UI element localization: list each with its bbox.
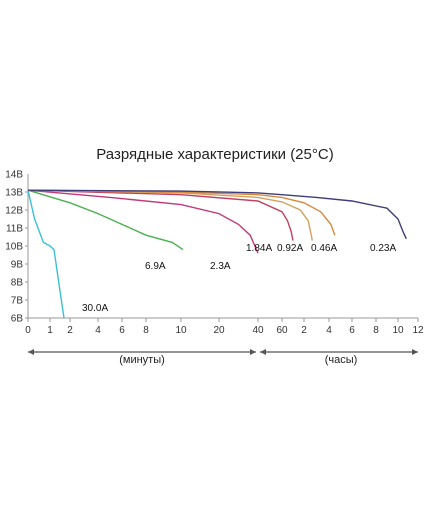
y-tick-label: 9В [11, 260, 24, 271]
y-tick-label: 12В [5, 206, 23, 217]
arrow-left [28, 349, 34, 355]
x-tick-label: 10 [175, 325, 187, 336]
y-tick-label: 6В [11, 314, 24, 325]
x-tick-label: 12 [412, 325, 424, 336]
series-line [27, 189, 294, 241]
x-tick-label: 60 [276, 325, 288, 336]
x-tick-label: 6 [349, 325, 355, 336]
series-label: 0.92А [277, 243, 303, 254]
y-tick-label: 13В [5, 188, 23, 199]
y-tick-label: 14В [5, 170, 23, 181]
y-tick-label: 8В [11, 278, 24, 289]
y-tick-label: 10В [5, 242, 23, 253]
x-tick-label: 6 [119, 325, 125, 336]
series-group [27, 189, 407, 319]
arrow-left [260, 349, 266, 355]
series-label: 6.9А [145, 261, 166, 272]
series-label: 2.3А [210, 261, 231, 272]
x-tick-label: 1 [47, 325, 53, 336]
x-tick-label: 10 [392, 325, 404, 336]
series-line [27, 189, 313, 241]
series-label: 1.84А [246, 243, 272, 254]
series-line [27, 189, 336, 236]
x-tick-label: 2 [301, 325, 307, 336]
x-tick-label: 4 [326, 325, 332, 336]
region-label-hours: (часы) [325, 354, 358, 366]
y-tick-label: 11В [6, 224, 23, 235]
series-line [27, 189, 407, 240]
series-label: 0.23А [370, 243, 396, 254]
series-line [27, 189, 184, 251]
x-tick-label: 8 [143, 325, 149, 336]
arrow-right [250, 349, 256, 355]
series-label: 30.0А [82, 303, 108, 314]
x-tick-label: 8 [373, 325, 379, 336]
arrow-right [412, 349, 418, 355]
chart-title: Разрядные характеристики (25°C) [96, 146, 334, 163]
x-tick-label: 40 [252, 325, 264, 336]
y-tick-label: 7В [11, 296, 24, 307]
series-line [27, 190, 65, 319]
x-tick-label: 2 [67, 325, 73, 336]
region-label-minutes: (минуты) [119, 354, 165, 366]
series-label: 0.46А [311, 243, 337, 254]
x-tick-label: 20 [213, 325, 225, 336]
axis-regions: (минуты) (часы) [28, 349, 418, 366]
series-labels: 30.0А 6.9А 2.3А 1.84А 0.92А 0.46А 0.23А [82, 243, 396, 314]
x-tick-label: 4 [95, 325, 101, 336]
x-tick-label: 0 [25, 325, 31, 336]
series-line [27, 189, 259, 254]
